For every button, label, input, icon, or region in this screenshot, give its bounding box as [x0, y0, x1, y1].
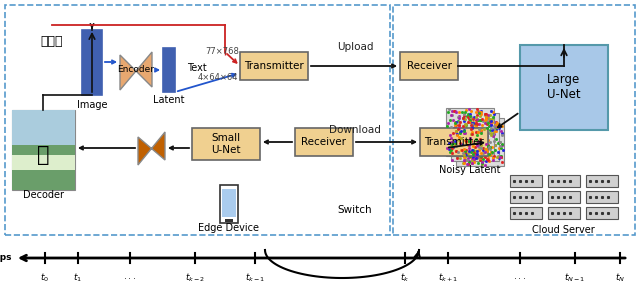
Text: 77×768: 77×768 — [205, 48, 239, 57]
Text: Noisy Latent: Noisy Latent — [439, 165, 500, 175]
Bar — [510, 175, 542, 187]
Bar — [520, 45, 608, 130]
Text: 4×64×64: 4×64×64 — [198, 73, 238, 82]
Polygon shape — [120, 52, 152, 90]
Bar — [225, 219, 233, 222]
Text: 👤👤👤: 👤👤👤 — [41, 35, 63, 48]
Bar — [586, 207, 618, 219]
Text: Receiver: Receiver — [406, 61, 451, 71]
Text: $t_N$: $t_N$ — [615, 272, 625, 284]
Text: Text: Text — [187, 63, 207, 73]
Bar — [240, 52, 308, 80]
Text: Cloud Server: Cloud Server — [532, 225, 595, 235]
Bar — [400, 52, 458, 80]
Bar — [451, 113, 499, 161]
Bar — [393, 5, 635, 235]
Text: Edge Device: Edge Device — [198, 223, 259, 233]
Bar — [586, 191, 618, 203]
Bar — [510, 191, 542, 203]
Text: Download: Download — [329, 125, 381, 135]
Text: $t_{k-1}$: $t_{k-1}$ — [244, 272, 265, 284]
Text: Switch: Switch — [338, 205, 372, 215]
Bar — [548, 207, 580, 219]
Text: $...$: $...$ — [513, 272, 527, 281]
Bar — [12, 155, 75, 170]
Bar — [548, 175, 580, 187]
Text: $t_{N-1}$: $t_{N-1}$ — [564, 272, 586, 284]
Text: Image: Image — [77, 100, 108, 110]
Polygon shape — [138, 132, 165, 165]
Text: $t_{k+1}$: $t_{k+1}$ — [438, 272, 458, 284]
Bar — [446, 108, 494, 156]
Bar — [420, 128, 488, 156]
Bar — [192, 128, 260, 160]
Bar — [12, 145, 75, 190]
Text: Large
U-Net: Large U-Net — [547, 73, 581, 101]
Bar — [548, 191, 580, 203]
Text: $t_k$: $t_k$ — [400, 272, 410, 284]
Bar — [456, 118, 504, 166]
Text: Receiver: Receiver — [301, 137, 346, 147]
Text: $t_1$: $t_1$ — [74, 272, 83, 284]
Bar — [295, 128, 353, 156]
Text: Encoder: Encoder — [118, 66, 154, 75]
Text: Timesteps: Timesteps — [0, 253, 12, 262]
Bar — [510, 207, 542, 219]
Text: $t_{k-2}$: $t_{k-2}$ — [185, 272, 205, 284]
Text: Small
U-Net: Small U-Net — [211, 133, 241, 155]
Text: Decoder: Decoder — [22, 190, 63, 200]
Bar — [82, 30, 102, 95]
Text: $...$: $...$ — [124, 272, 136, 281]
Text: Upload: Upload — [337, 42, 373, 52]
Bar — [220, 185, 238, 223]
Bar — [222, 189, 236, 217]
Bar — [12, 110, 75, 145]
Text: Transmitter: Transmitter — [244, 61, 304, 71]
Bar — [5, 5, 390, 235]
Text: 🐼: 🐼 — [36, 145, 49, 165]
Bar — [586, 175, 618, 187]
Text: $t_0$: $t_0$ — [40, 272, 49, 284]
Text: Latent: Latent — [153, 95, 185, 105]
Bar — [163, 48, 175, 92]
Bar — [12, 110, 75, 190]
Text: Transmitter: Transmitter — [424, 137, 484, 147]
